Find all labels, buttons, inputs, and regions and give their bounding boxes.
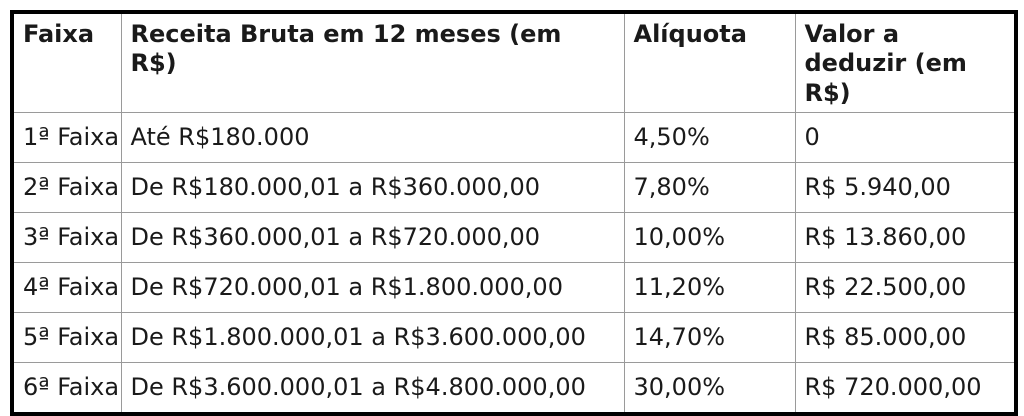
table-cell-faixa: 6ª Faixa	[11, 361, 122, 415]
table-cell-receita: De R$360.000,01 a R$720.000,00	[120, 211, 625, 263]
tax-brackets-table: Faixa Receita Bruta em 12 meses (em R$) …	[10, 10, 1018, 416]
table-cell-deduzir: R$ 720.000,00	[794, 361, 1017, 415]
column-header-deduzir: Valor a deduzir (em R$)	[794, 11, 1017, 113]
column-header-aliquota: Alíquota	[623, 11, 796, 113]
column-header-receita: Receita Bruta em 12 meses (em R$)	[120, 11, 625, 113]
table-cell-aliquota: 7,80%	[623, 161, 796, 213]
table-row: 2ª Faixa De R$180.000,01 a R$360.000,00 7,…	[11, 161, 1017, 213]
table-cell-aliquota: 10,00%	[623, 211, 796, 263]
table-cell-aliquota: 30,00%	[623, 361, 796, 415]
table-cell-faixa: 1ª Faixa	[11, 111, 122, 163]
table-cell-receita: De R$180.000,01 a R$360.000,00	[120, 161, 625, 213]
table-cell-faixa: 2ª Faixa	[11, 161, 122, 213]
table-row: 4ª Faixa De R$720.000,01 a R$1.800.000,00…	[11, 261, 1017, 313]
table-cell-aliquota: 14,70%	[623, 311, 796, 363]
table-row: 6ª Faixa De R$3.600.000,01 a R$4.800.000,…	[11, 361, 1017, 415]
table-cell-faixa: 5ª Faixa	[11, 311, 122, 363]
table-cell-deduzir: R$ 22.500,00	[794, 261, 1017, 313]
page-canvas: Faixa Receita Bruta em 12 meses (em R$) …	[10, 10, 1018, 416]
table-row: 3ª Faixa De R$360.000,01 a R$720.000,00 10…	[11, 211, 1017, 263]
table-cell-faixa: 3ª Faixa	[11, 211, 122, 263]
table-cell-deduzir: R$ 5.940,00	[794, 161, 1017, 213]
table-cell-receita: De R$3.600.000,01 a R$4.800.000,00	[120, 361, 625, 415]
table-cell-aliquota: 11,20%	[623, 261, 796, 313]
column-header-faixa: Faixa	[11, 11, 122, 113]
table-row: 5ª Faixa De R$1.800.000,01 a R$3.600.000,…	[11, 311, 1017, 363]
table-cell-receita: De R$1.800.000,01 a R$3.600.000,00	[120, 311, 625, 363]
table-cell-aliquota: 4,50%	[623, 111, 796, 163]
table-cell-deduzir: R$ 13.860,00	[794, 211, 1017, 263]
table-body: 1ª Faixa Até R$180.000 4,50% 0 2ª Faixa De R$…	[11, 111, 1017, 415]
table-cell-deduzir: 0	[794, 111, 1017, 163]
table-cell-deduzir: R$ 85.000,00	[794, 311, 1017, 363]
table-row: 1ª Faixa Até R$180.000 4,50% 0	[11, 111, 1017, 163]
header-row: Faixa Receita Bruta em 12 meses (em R$) …	[11, 11, 1017, 113]
table-cell-receita: De R$720.000,01 a R$1.800.000,00	[120, 261, 625, 313]
table-cell-receita: Até R$180.000	[120, 111, 625, 163]
table-cell-faixa: 4ª Faixa	[11, 261, 122, 313]
